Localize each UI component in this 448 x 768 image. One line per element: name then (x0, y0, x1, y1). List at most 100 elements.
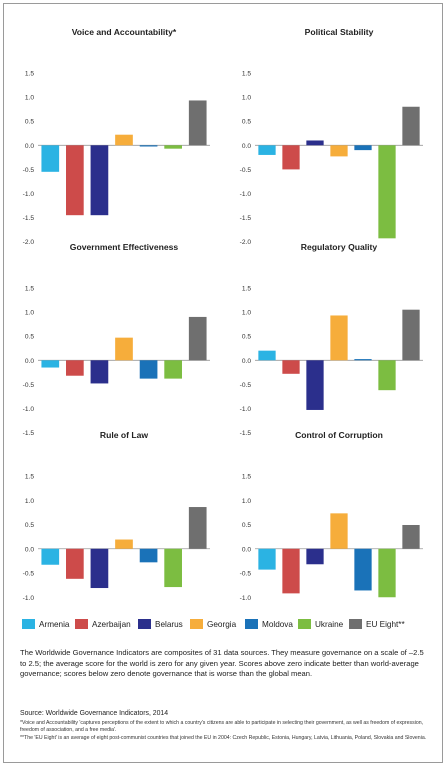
bar-armenia (258, 548, 276, 570)
bar-eueight (188, 316, 207, 361)
y-tick-label: 1.5 (25, 71, 34, 78)
chart-panel-3: Government Effectiveness 1.5 1.0 0.5 0.0 -0.5… (23, 242, 210, 437)
bar-armenia (41, 548, 60, 565)
y-tick-label: -1.5 (240, 430, 252, 437)
bar-eueight (402, 106, 420, 146)
bar-georgia (330, 315, 348, 361)
y-tick-label: -0.5 (240, 382, 252, 389)
legend-swatch (245, 619, 258, 629)
bar-moldova (354, 145, 372, 151)
y-tick-label: 0.0 (25, 358, 34, 365)
y-tick-label: -0.5 (23, 167, 35, 174)
bar-ukraine (378, 548, 396, 598)
bar-azerbaijan (282, 360, 300, 374)
bar-belarus (306, 140, 324, 146)
legend-label: Belarus (155, 619, 183, 629)
y-tick-label: -1.0 (240, 406, 252, 413)
y-tick-label: -1.5 (23, 430, 35, 437)
y-tick-label: 1.5 (242, 474, 251, 481)
chart-panel-2: Political Stability 1.5 1.0 0.5 0.0 -0.5 -1.0 -… (240, 27, 423, 246)
y-tick-label: -1.5 (23, 215, 35, 222)
chart-title: Political Stability (305, 27, 374, 37)
bar-azerbaijan (282, 145, 300, 170)
bar-belarus (90, 145, 109, 216)
bar-georgia (115, 539, 133, 549)
bar-moldova (139, 360, 158, 379)
bar-moldova (139, 145, 158, 147)
y-tick-label: 0.0 (25, 546, 34, 553)
bar-eueight (402, 309, 420, 361)
chart-title: Rule of Law (100, 430, 149, 440)
legend-item: Moldova (245, 619, 293, 629)
y-tick-label: -1.5 (240, 215, 252, 222)
y-tick-label: 0.0 (242, 358, 251, 365)
legend-swatch (298, 619, 311, 629)
bar-ukraine (378, 360, 396, 391)
bar-azerbaijan (282, 548, 300, 594)
bar-azerbaijan (66, 548, 84, 579)
chart-title: Control of Corruption (295, 430, 383, 440)
legend-label: EU Eight** (366, 619, 405, 629)
bar-georgia (330, 513, 348, 549)
legend-item: Belarus (138, 619, 183, 629)
legend-label: Azerbaijan (92, 619, 131, 629)
bar-belarus (90, 360, 109, 384)
legend-swatch (138, 619, 151, 629)
y-tick-label: 1.0 (25, 310, 34, 317)
legend-swatch (190, 619, 203, 629)
legend-item: EU Eight** (349, 619, 405, 629)
y-tick-label: 0.0 (242, 143, 251, 150)
bar-georgia (115, 134, 133, 146)
y-tick-label: 0.0 (25, 143, 34, 150)
bar-belarus (306, 548, 324, 565)
y-tick-label: 0.5 (242, 119, 251, 126)
legend-item: Ukraine (298, 619, 343, 629)
bar-belarus (306, 360, 324, 410)
y-tick-label: -1.0 (240, 191, 252, 198)
bar-belarus (90, 548, 109, 589)
bar-ukraine (164, 360, 182, 379)
y-tick-label: -1.0 (23, 406, 35, 413)
y-tick-label: -0.5 (240, 167, 252, 174)
y-tick-label: 1.5 (242, 286, 251, 293)
bar-armenia (258, 350, 276, 361)
legend-label: Ukraine (315, 619, 344, 629)
legend-swatch (22, 619, 35, 629)
legend-item: Georgia (190, 619, 236, 629)
bar-ukraine (164, 548, 182, 588)
bar-ukraine (164, 145, 182, 149)
bar-moldova (354, 548, 372, 591)
chart-panel-4: Regulatory Quality 1.5 1.0 0.5 0.0 -0.5 -1.0 -1… (240, 242, 423, 437)
source-line: Source: Worldwide Governance Indicators,… (20, 710, 169, 717)
y-tick-label: 0.5 (242, 522, 251, 529)
footnote-eu-eight: **The 'EU Eight' is an average of eight … (20, 735, 427, 741)
legend-swatch (349, 619, 362, 629)
y-tick-label: -1.0 (23, 595, 35, 602)
chart-title: Regulatory Quality (301, 242, 378, 252)
y-tick-label: 1.5 (25, 474, 34, 481)
footnote-voice: *Voice and Accountability 'captures perc… (20, 720, 424, 733)
y-tick-label: 0.0 (242, 546, 251, 553)
chart-title: Government Effectiveness (70, 242, 179, 252)
y-tick-label: -1.0 (23, 191, 35, 198)
y-tick-label: -0.5 (23, 571, 35, 578)
y-tick-label: 1.0 (25, 95, 34, 102)
legend-label: Moldova (262, 619, 293, 629)
bar-moldova (354, 359, 372, 361)
legend-item: Armenia (22, 619, 70, 629)
y-tick-label: -2.0 (240, 239, 252, 246)
legend-label: Armenia (39, 619, 70, 629)
chart-panel-6: Control of Corruption 1.5 1.0 0.5 0.0 -0.5 -1.… (240, 430, 423, 602)
bar-ukraine (378, 145, 396, 239)
y-tick-label: 0.5 (25, 334, 34, 341)
y-tick-label: 0.5 (25, 522, 34, 529)
bar-eueight (188, 507, 207, 549)
y-tick-label: 1.0 (242, 310, 251, 317)
charts-canvas: Voice and Accountability* 1.5 1.0 0.5 0.0 -0.… (23, 27, 423, 602)
bar-armenia (41, 360, 60, 368)
y-tick-label: -2.0 (23, 239, 35, 246)
y-tick-label: 1.0 (242, 498, 251, 505)
bar-armenia (258, 145, 276, 155)
chart-title: Voice and Accountability* (72, 27, 177, 37)
explanatory-note: The Worldwide Governance Indicators are … (20, 648, 424, 679)
